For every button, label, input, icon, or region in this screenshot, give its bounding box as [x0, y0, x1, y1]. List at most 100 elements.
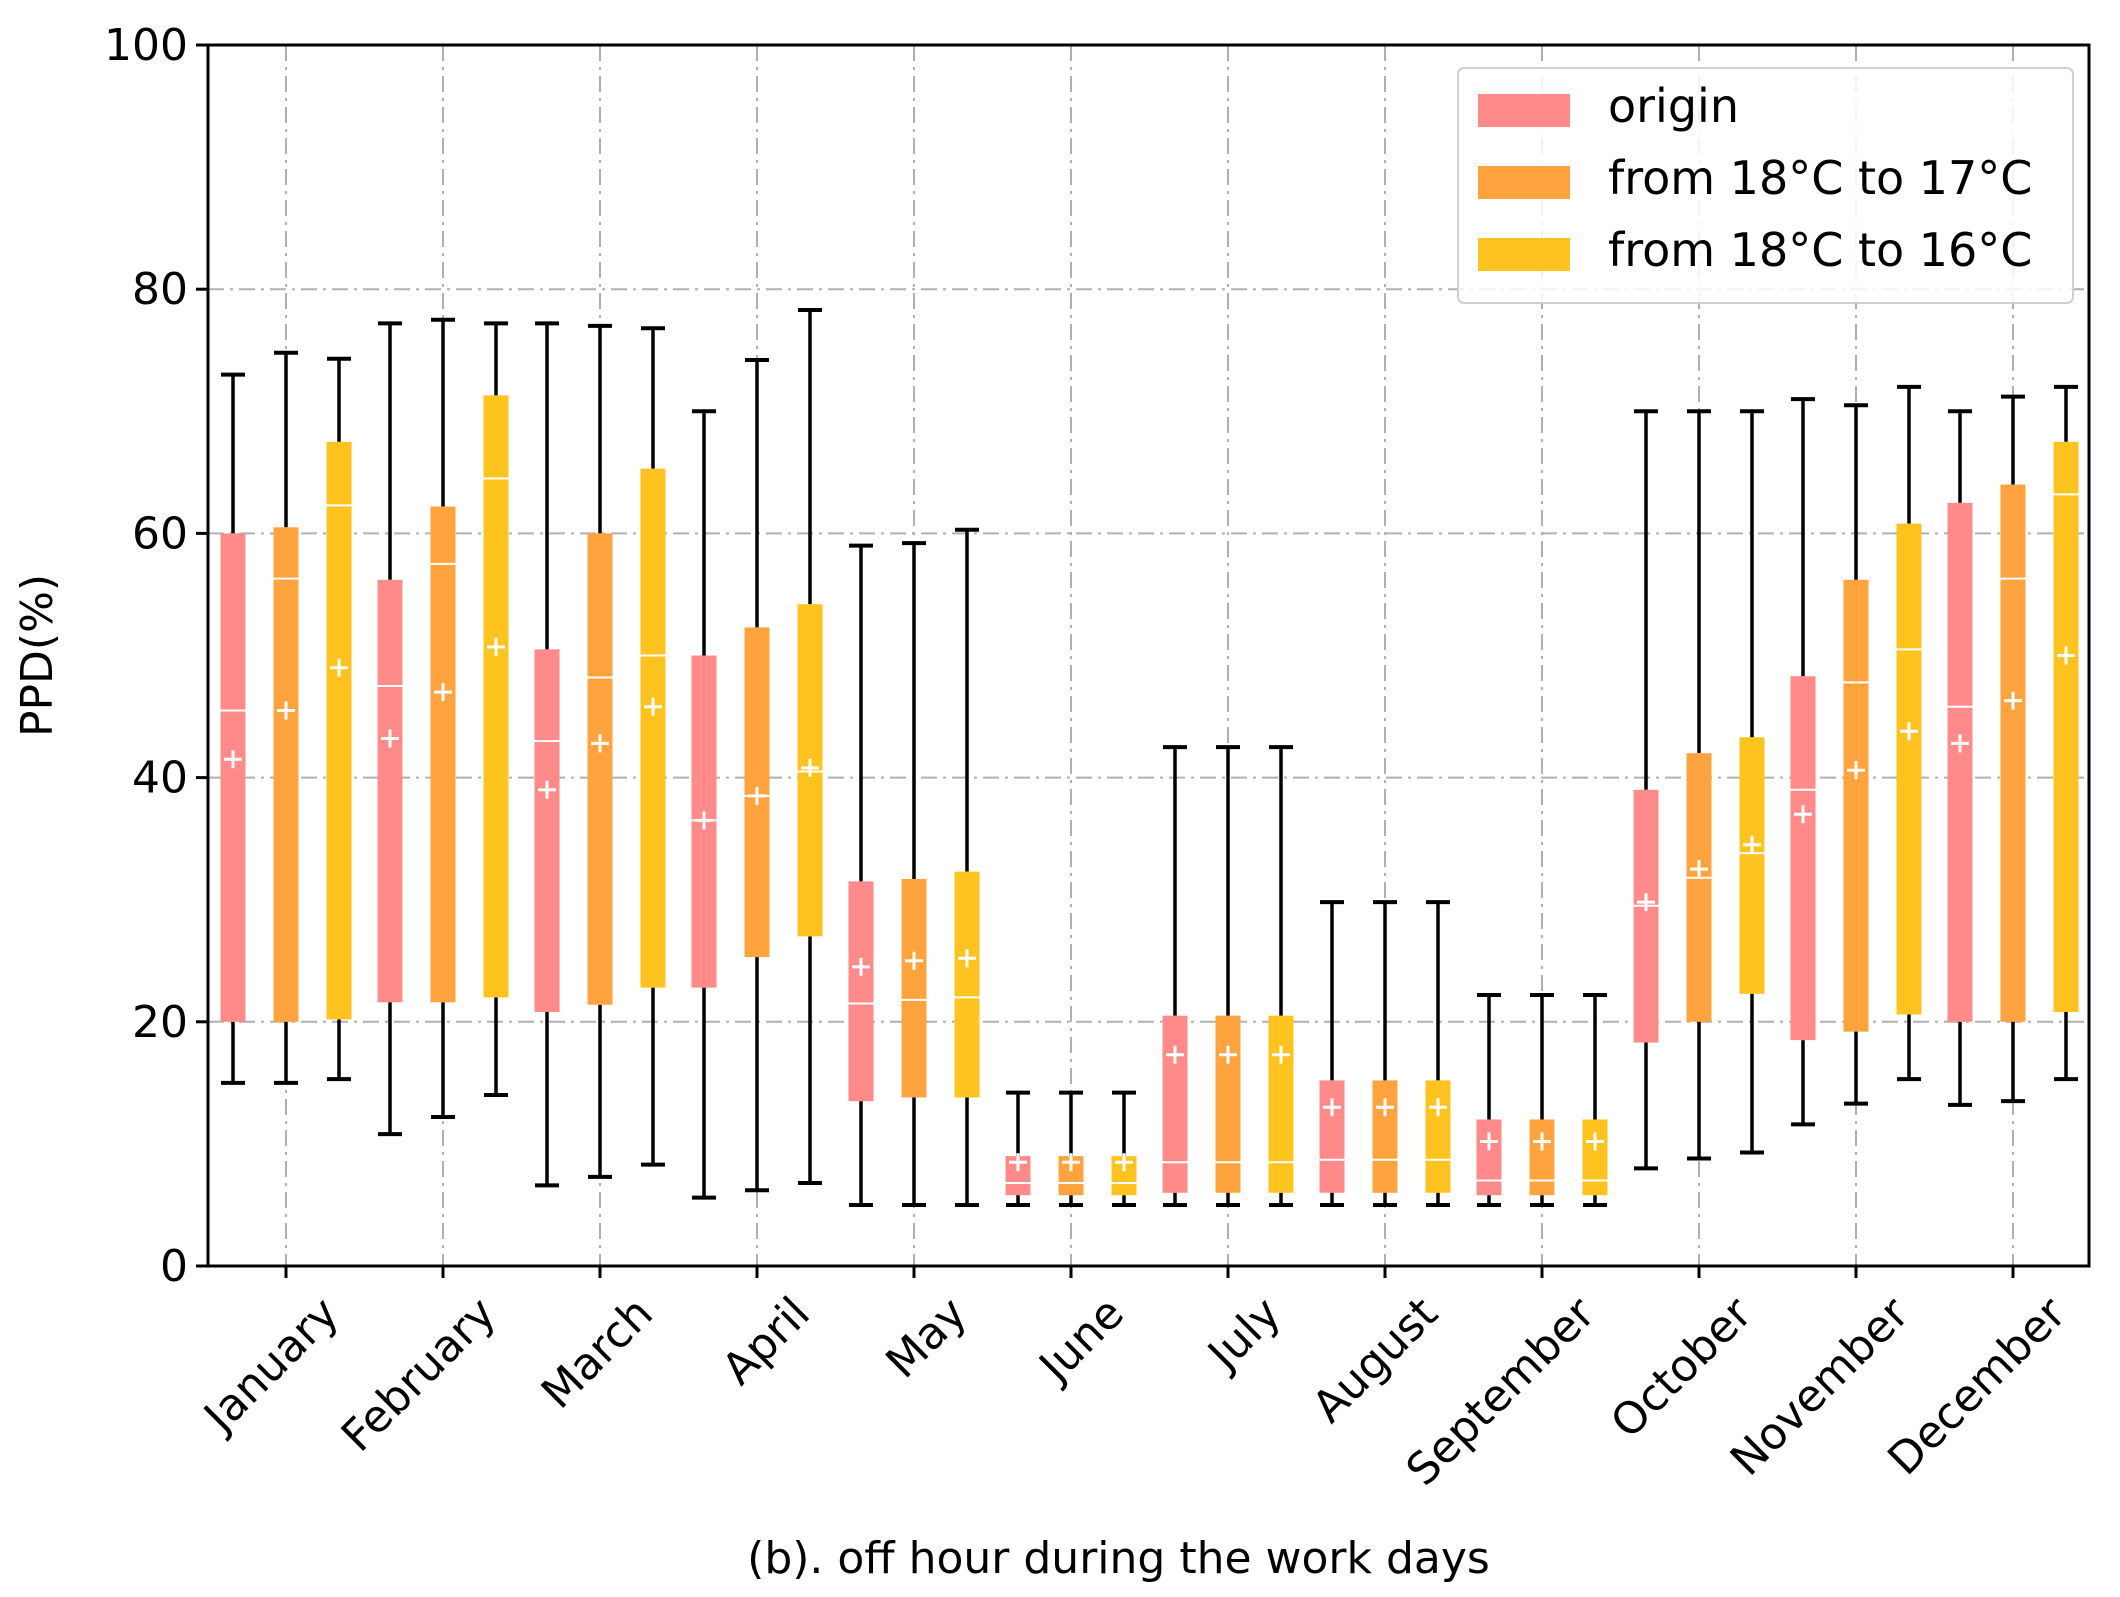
box-3-september [1582, 992, 1608, 1207]
box-2-may [901, 541, 927, 1207]
box-body [1739, 737, 1765, 994]
legend-swatch [1478, 238, 1570, 271]
legend-swatch [1478, 166, 1570, 199]
box-body [1319, 1080, 1345, 1193]
mean-marker [1637, 893, 1655, 912]
mean-marker [1376, 1098, 1394, 1117]
box-3-august [1425, 900, 1451, 1207]
box-body [1372, 1080, 1398, 1193]
box-body [2000, 484, 2026, 1022]
legend-frame [1457, 67, 2074, 304]
box-body [1162, 1015, 1188, 1193]
mean-marker [434, 683, 452, 702]
mean-marker [958, 949, 976, 968]
box-body [220, 533, 246, 1022]
box-3-july [1268, 745, 1294, 1207]
box-body [1947, 502, 1973, 1022]
mean-marker [1323, 1098, 1341, 1117]
box-1-july [1162, 745, 1188, 1207]
mean-marker [1900, 722, 1918, 741]
box-1-february [377, 321, 403, 1137]
mean-marker [381, 729, 399, 748]
mean-marker [905, 951, 923, 970]
box-body [587, 533, 613, 1005]
box-2-january [273, 350, 299, 1085]
y-tick-label: 60 [132, 508, 188, 559]
box-2-march [587, 323, 613, 1179]
box-2-september [1529, 992, 1555, 1207]
mean-marker [1951, 734, 1969, 753]
y-tick-label: 0 [160, 1241, 188, 1292]
y-tick-label: 40 [132, 753, 188, 804]
mean-marker [330, 658, 348, 677]
plot-area-frame [206, 43, 2091, 1268]
box-3-may [954, 527, 980, 1207]
mean-marker [1062, 1153, 1080, 1172]
box-3-april [797, 307, 823, 1185]
box-1-june [1005, 1090, 1031, 1207]
box-body [1425, 1080, 1451, 1193]
y-axis-label: PPD(%) [12, 574, 63, 737]
box-body [1215, 1015, 1241, 1193]
x-tick-label: July [1197, 1288, 1291, 1382]
legend: origin from 18°C to 17°C from 18°C to 16°C [1457, 67, 2074, 304]
mean-marker [1533, 1132, 1551, 1151]
box-2-june [1058, 1090, 1084, 1207]
box-body [2053, 441, 2079, 1013]
box-body [1268, 1015, 1294, 1193]
mean-marker [1009, 1153, 1027, 1172]
mean-marker [1272, 1045, 1290, 1064]
mean-marker [487, 637, 505, 656]
box-1-may [848, 543, 874, 1207]
x-tick-label: May [876, 1288, 976, 1388]
mean-marker [2057, 646, 2075, 665]
box-body [1896, 523, 1922, 1015]
box-body [1790, 676, 1816, 1041]
box-body [273, 527, 299, 1022]
x-tick-label: October [1601, 1287, 1762, 1448]
box-1-january [220, 372, 246, 1085]
box-1-march [534, 321, 560, 1188]
x-axis-label: (b). off hour during the work days [747, 1533, 1490, 1584]
mean-marker [1743, 835, 1761, 854]
box-2-october [1686, 409, 1712, 1161]
box-2-december [2000, 394, 2026, 1104]
mean-marker [801, 758, 819, 777]
mean-marker [1166, 1045, 1184, 1064]
box-body [1686, 753, 1712, 1022]
box-1-april [691, 409, 717, 1200]
mean-marker [748, 786, 766, 805]
box-body [1529, 1119, 1555, 1196]
box-1-october [1633, 409, 1659, 1171]
mean-marker [1480, 1132, 1498, 1151]
box-2-april [744, 358, 770, 1193]
mean-marker [277, 701, 295, 720]
mean-marker [1219, 1045, 1237, 1064]
y-tick-label: 20 [132, 997, 188, 1048]
mean-marker [538, 780, 556, 799]
box-body [1843, 579, 1869, 1032]
box-1-december [1947, 409, 1973, 1107]
box-body [901, 878, 927, 1098]
mean-marker [591, 734, 609, 753]
mean-marker [695, 811, 713, 830]
mean-marker [1847, 761, 1865, 780]
x-tick-label: February [332, 1288, 506, 1462]
box-3-march [640, 326, 666, 1167]
box-body [326, 441, 352, 1020]
x-tick-label: June [1028, 1288, 1134, 1394]
box-2-february [430, 317, 456, 1120]
mean-marker [852, 957, 870, 976]
mean-marker [224, 750, 242, 769]
box-body [430, 506, 456, 1003]
box-3-february [483, 321, 509, 1098]
box-2-july [1215, 745, 1241, 1207]
legend-swatch [1478, 94, 1570, 127]
boxes [220, 307, 2079, 1207]
box-1-september [1476, 992, 1502, 1207]
mean-marker [644, 697, 662, 716]
legend-label: from 18°C to 17°C [1608, 151, 2032, 205]
box-1-november [1790, 397, 1816, 1127]
